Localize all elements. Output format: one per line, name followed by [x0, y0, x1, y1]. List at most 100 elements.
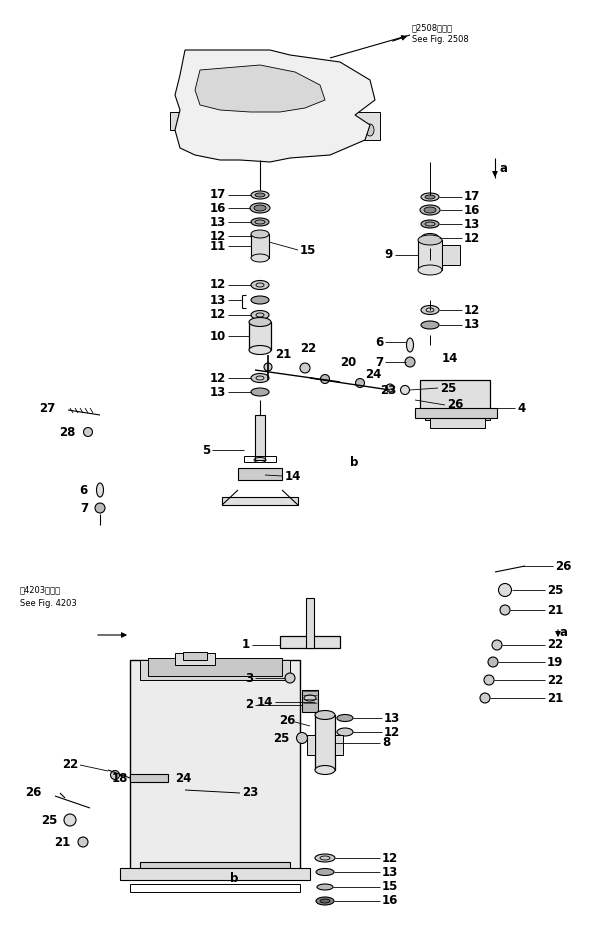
Bar [415, 408, 497, 418]
Ellipse shape [315, 710, 335, 720]
Text: 13: 13 [210, 215, 226, 228]
Text: 11: 11 [210, 240, 226, 253]
Text: 22: 22 [300, 341, 316, 354]
Ellipse shape [315, 854, 335, 862]
Bar [140, 862, 290, 872]
Text: See Fig. 2508: See Fig. 2508 [412, 35, 468, 45]
Ellipse shape [296, 733, 307, 744]
Ellipse shape [346, 124, 354, 136]
Text: 12: 12 [210, 279, 226, 292]
Text: 21: 21 [547, 692, 563, 705]
Ellipse shape [336, 124, 344, 136]
Ellipse shape [406, 338, 414, 352]
Text: 14: 14 [285, 471, 301, 484]
Text: 15: 15 [300, 243, 317, 256]
Text: 13: 13 [464, 217, 480, 230]
Text: 22: 22 [547, 638, 563, 651]
Text: 22: 22 [547, 674, 563, 687]
Bar [418, 240, 442, 270]
Bar [183, 652, 207, 660]
Text: 23: 23 [380, 383, 396, 396]
Ellipse shape [424, 207, 436, 213]
Ellipse shape [421, 220, 439, 228]
Ellipse shape [251, 231, 269, 240]
Ellipse shape [255, 193, 265, 197]
Text: 25: 25 [547, 583, 564, 596]
Text: 27: 27 [39, 402, 55, 415]
Text: 26: 26 [555, 559, 572, 572]
Ellipse shape [405, 357, 415, 367]
Text: 12: 12 [210, 372, 226, 385]
Text: 24: 24 [365, 368, 381, 381]
Text: 25: 25 [274, 732, 290, 745]
Text: 24: 24 [175, 772, 192, 785]
Ellipse shape [251, 281, 269, 290]
Bar [420, 380, 490, 415]
Text: 25: 25 [440, 381, 456, 394]
Ellipse shape [418, 235, 442, 245]
Ellipse shape [337, 728, 353, 736]
Text: 18: 18 [112, 772, 128, 785]
Text: 12: 12 [464, 231, 480, 244]
Ellipse shape [251, 191, 269, 199]
Text: 14: 14 [442, 351, 458, 364]
Text: 21: 21 [275, 349, 291, 362]
Ellipse shape [304, 695, 316, 701]
Ellipse shape [484, 675, 494, 685]
Ellipse shape [78, 837, 88, 847]
Ellipse shape [480, 693, 490, 703]
Ellipse shape [285, 673, 295, 683]
Ellipse shape [249, 318, 271, 326]
Text: 12: 12 [210, 308, 226, 322]
Bar [315, 715, 335, 770]
Bar [140, 660, 290, 680]
Text: 22: 22 [62, 759, 78, 772]
Ellipse shape [366, 124, 374, 136]
Bar [238, 468, 282, 480]
Ellipse shape [488, 657, 498, 667]
Text: 14: 14 [257, 695, 273, 708]
Ellipse shape [251, 218, 269, 226]
Text: 21: 21 [547, 604, 563, 616]
Text: 16: 16 [382, 895, 398, 908]
Text: 10: 10 [210, 330, 226, 342]
Text: 13: 13 [384, 711, 400, 724]
Bar [425, 412, 490, 420]
Text: 6: 6 [375, 336, 383, 349]
Ellipse shape [249, 346, 271, 354]
Bar [306, 598, 314, 648]
Text: 1: 1 [242, 638, 250, 651]
Text: 第2508図参照: 第2508図参照 [412, 23, 453, 33]
Text: 17: 17 [210, 188, 226, 201]
Bar [130, 884, 300, 892]
Text: 13: 13 [210, 294, 226, 307]
Text: 23: 23 [242, 787, 258, 800]
Bar [442, 245, 460, 265]
Bar [148, 658, 282, 676]
Ellipse shape [251, 254, 269, 262]
Text: 13: 13 [464, 319, 480, 332]
Ellipse shape [110, 771, 120, 779]
Ellipse shape [386, 384, 394, 392]
Bar [130, 774, 168, 782]
Ellipse shape [418, 265, 442, 275]
Bar [280, 636, 340, 648]
Bar [302, 690, 318, 712]
Ellipse shape [264, 363, 272, 371]
Ellipse shape [251, 296, 269, 304]
Text: 15: 15 [382, 881, 398, 894]
Ellipse shape [320, 375, 329, 383]
Bar [222, 497, 298, 505]
Ellipse shape [96, 483, 104, 497]
Ellipse shape [64, 814, 76, 826]
Bar [255, 415, 265, 460]
Text: 16: 16 [464, 203, 481, 216]
Text: 2: 2 [245, 698, 253, 711]
Text: b: b [350, 456, 359, 469]
Ellipse shape [250, 203, 270, 213]
Ellipse shape [337, 715, 353, 721]
Ellipse shape [317, 884, 333, 890]
Ellipse shape [498, 583, 512, 596]
Ellipse shape [421, 306, 439, 314]
Ellipse shape [300, 363, 310, 373]
